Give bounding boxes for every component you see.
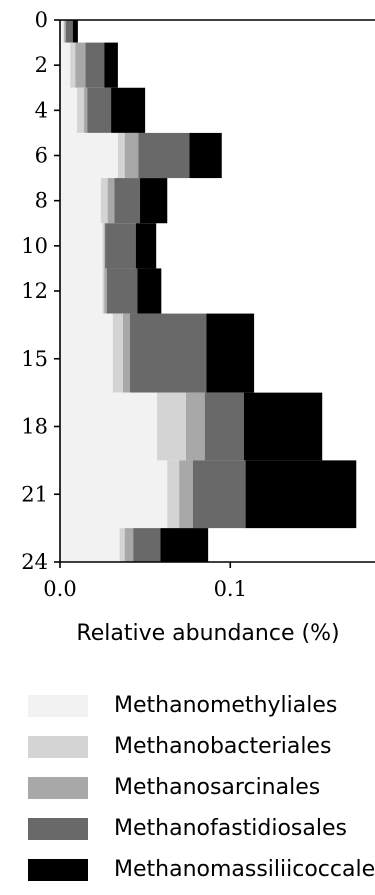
bar-segment [87, 87, 112, 133]
x-axis-label: Relative abundance (%) [76, 621, 339, 646]
bar-segment [65, 20, 73, 43]
bar-segment [160, 528, 209, 562]
y-tick-label: 12 [21, 279, 48, 303]
bar-segment [104, 223, 106, 269]
bar-segment [179, 460, 193, 529]
legend-label: Methanomethyliales [114, 693, 338, 718]
legend-swatch [28, 777, 88, 799]
y-tick-label: 2 [35, 53, 48, 77]
bar-segment [119, 528, 125, 562]
bar-segment [192, 460, 246, 529]
bar-segment [60, 268, 103, 314]
bar-segment [111, 87, 146, 133]
bar-segment [135, 223, 157, 269]
legend-swatch [28, 859, 88, 881]
bar-segment [140, 178, 168, 224]
x-tick-label: 0.0 [43, 577, 76, 601]
bar-segment [60, 528, 120, 562]
bar-segment [206, 313, 255, 393]
bar-segment [64, 20, 66, 43]
bar-segment [60, 392, 158, 461]
bar-segment [104, 42, 118, 88]
bar-segment [60, 42, 71, 88]
y-tick-label: 18 [21, 415, 48, 439]
bar-segment [112, 313, 123, 393]
x-tick-label: 0.1 [214, 577, 247, 601]
bar-segment [60, 313, 113, 393]
legend-swatch [28, 736, 88, 758]
y-tick-label: 24 [21, 550, 48, 574]
bar-segment [60, 223, 103, 269]
bar-segment [114, 178, 141, 224]
bar-segment [60, 178, 101, 224]
bar-segment [100, 178, 108, 224]
bar-segment [60, 20, 64, 43]
bar-segment [124, 132, 139, 179]
y-tick-label: 10 [21, 234, 48, 258]
legend-label: Methanosarcinales [114, 775, 321, 800]
bar-segment [123, 313, 130, 393]
bar-segment [60, 132, 118, 179]
legend-label: Methanobacteriales [114, 734, 332, 759]
bar-segment [85, 42, 105, 88]
legend-label: Methanofastidiosales [114, 816, 347, 841]
bar-segment [105, 223, 136, 269]
bar-segment [117, 132, 125, 179]
x-ticks: 0.0 0.1 [43, 562, 247, 601]
bar-segment [104, 268, 107, 314]
bar-segment [137, 268, 162, 314]
bar-segment [245, 460, 357, 529]
bar-segment [83, 87, 88, 133]
bar-segment [189, 132, 222, 179]
bar-segment [63, 20, 65, 43]
bar-segment [124, 528, 134, 562]
bar-segment [70, 42, 76, 88]
bar-segment [133, 528, 161, 562]
bar-segment [72, 20, 78, 43]
bar-segment [243, 392, 323, 461]
y-tick-label: 6 [35, 144, 48, 168]
bar-segment [106, 268, 138, 314]
bar-segment [129, 313, 207, 393]
y-tick-label: 0 [35, 8, 48, 32]
y-tick-label: 21 [21, 482, 48, 506]
y-tick-label: 4 [35, 98, 48, 122]
bar-segment [75, 42, 86, 88]
bar-segment [60, 460, 168, 529]
legend-label: Methanomassiliicoccales [114, 857, 375, 882]
bar-segment [204, 392, 244, 461]
legend-swatch [28, 695, 88, 717]
y-tick-label: 15 [21, 347, 48, 371]
bar-segment [186, 392, 205, 461]
bar-segment [60, 87, 78, 133]
bar-segment [107, 178, 115, 224]
bar-segment [77, 87, 84, 133]
y-tick-label: 8 [35, 189, 48, 213]
bar-segment [138, 132, 190, 179]
bar-segment [102, 268, 105, 314]
bar-segment [157, 392, 186, 461]
bar-segment [102, 223, 105, 269]
legend-swatch [28, 818, 88, 840]
bars-layer [60, 20, 357, 562]
bar-segment [167, 460, 180, 529]
